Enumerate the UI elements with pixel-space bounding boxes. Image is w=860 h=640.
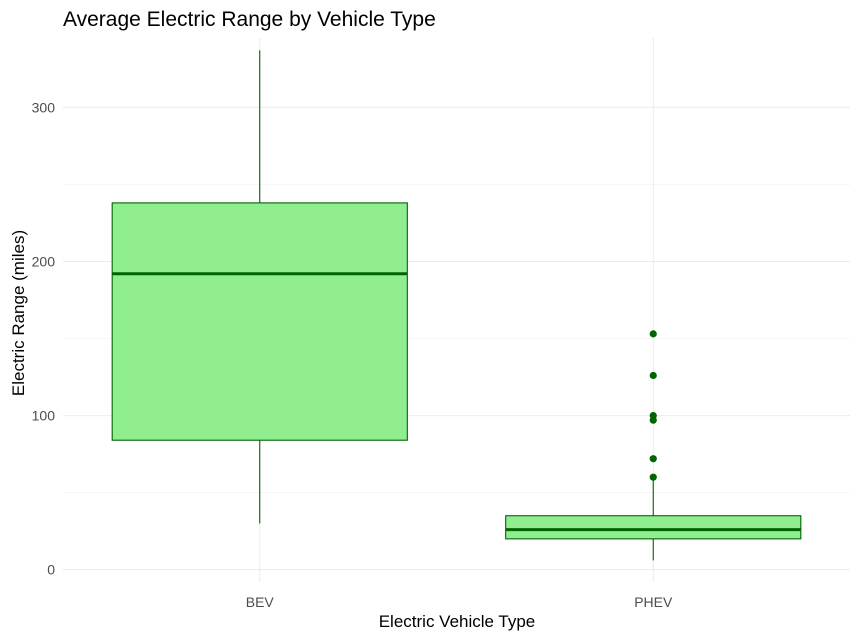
iqr-box (111, 202, 408, 441)
y-tick-label: 300 (32, 99, 56, 115)
outlier-point (649, 455, 657, 463)
x-axis-ticks: BEV PHEV (246, 594, 673, 610)
outlier-point (649, 371, 657, 380)
x-axis-title: Electric Vehicle Type (379, 612, 536, 631)
y-tick-label: 0 (47, 562, 55, 578)
y-tick-label: 100 (32, 408, 56, 424)
outlier-point (649, 411, 657, 420)
boxplot-bev (111, 50, 408, 524)
y-axis-ticks: 0 100 200 300 (32, 99, 56, 577)
outlier-point (649, 473, 657, 481)
boxplots (111, 50, 802, 561)
x-tick-label: PHEV (634, 594, 673, 610)
chart-title: Average Electric Range by Vehicle Type (63, 8, 436, 31)
boxplot-phev (505, 330, 802, 561)
y-axis-title: Electric Range (miles) (9, 230, 28, 396)
y-tick-label: 200 (32, 253, 56, 269)
iqr-box (505, 515, 802, 540)
outlier-point (649, 330, 657, 338)
x-tick-label: BEV (246, 594, 275, 610)
